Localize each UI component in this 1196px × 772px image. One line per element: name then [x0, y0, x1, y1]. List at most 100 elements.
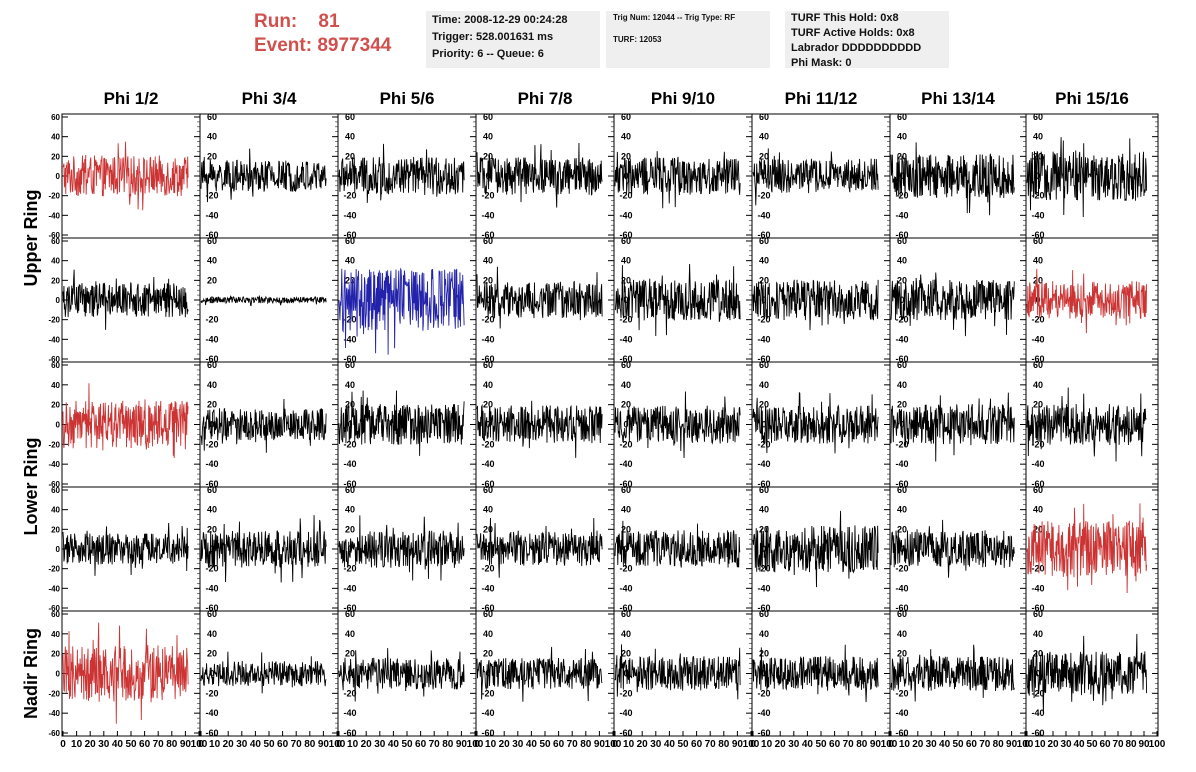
x-tick-label: 60	[277, 739, 289, 750]
waveform-trace	[752, 392, 879, 454]
y-tick-label: -60	[1031, 728, 1044, 738]
y-tick-label: -60	[619, 230, 632, 240]
y-tick-label: 0	[56, 545, 61, 554]
x-tick-label: 10	[347, 739, 359, 750]
waveform-trace	[890, 644, 1015, 702]
x-tick-label: 100	[881, 739, 898, 750]
y-tick-label: -40	[1031, 583, 1044, 593]
y-tick-label: 40	[621, 256, 631, 266]
y-tick-label: 40	[51, 630, 60, 639]
y-tick-label: 20	[897, 400, 907, 410]
y-tick-label: 40	[51, 257, 60, 266]
y-tick-label: 40	[897, 629, 907, 639]
x-tick-label: 90	[456, 739, 468, 750]
waveform-trace	[890, 392, 1015, 462]
x-tick-label: 40	[250, 739, 262, 750]
y-tick-label: -40	[481, 583, 494, 593]
column-header-phi: Phi 1/2	[104, 89, 159, 108]
y-tick-label: 60	[759, 485, 769, 495]
x-tick-label: 70	[567, 739, 579, 750]
y-tick-label: -60	[619, 728, 632, 738]
y-tick-label: 60	[621, 236, 631, 246]
y-tick-label: 40	[51, 133, 60, 142]
y-tick-label: 20	[759, 275, 769, 285]
trigger-text: Trigger: 528.001631 ms	[432, 31, 554, 43]
y-tick-label: 40	[1033, 132, 1043, 142]
x-tick-label: 10	[485, 739, 497, 750]
y-tick-label: 20	[483, 275, 493, 285]
x-tick-label: 50	[815, 739, 827, 750]
y-tick-label: -20	[619, 315, 632, 325]
y-tick-label: -40	[1031, 459, 1044, 469]
y-tick-label: 60	[483, 236, 493, 246]
run-value: 81	[318, 11, 340, 32]
y-tick-label: 20	[759, 151, 769, 161]
y-tick-label: -60	[895, 230, 908, 240]
x-tick-label: 20	[361, 739, 373, 750]
y-tick-label: 60	[483, 360, 493, 370]
waveform-trace	[752, 148, 879, 206]
y-tick-label: 20	[1033, 649, 1043, 659]
time-text: Time: 2008-12-29 00:24:28	[432, 14, 568, 26]
waveform-trace	[752, 510, 879, 588]
x-tick-label: 100	[191, 739, 208, 750]
x-tick-label: 10	[761, 739, 773, 750]
y-tick-label: 20	[759, 400, 769, 410]
x-tick-label: 90	[1006, 739, 1018, 750]
x-tick-label: 10	[71, 739, 83, 750]
x-tick-label: 20	[223, 739, 235, 750]
x-tick-label: 100	[605, 739, 622, 750]
x-tick-label: 20	[499, 739, 511, 750]
x-tick-label: 80	[166, 739, 178, 750]
y-tick-label: 40	[759, 505, 769, 515]
y-tick-label: -60	[757, 728, 770, 738]
y-tick-label: -20	[48, 440, 60, 449]
y-tick-label: -20	[205, 315, 218, 325]
y-tick-label: 60	[1033, 360, 1043, 370]
waveform-trace	[62, 383, 189, 458]
y-tick-label: -60	[895, 728, 908, 738]
y-tick-label: 60	[345, 609, 355, 619]
x-tick-label: 80	[442, 739, 454, 750]
y-tick-label: 40	[207, 629, 217, 639]
y-tick-label: -40	[619, 210, 632, 220]
y-tick-label: -60	[757, 479, 770, 489]
ring-label: Lower Ring	[21, 438, 41, 536]
y-tick-label: 20	[1033, 275, 1043, 285]
y-tick-label: -20	[481, 315, 494, 325]
event-label: Event:	[254, 35, 313, 56]
y-tick-label: 20	[345, 151, 355, 161]
y-tick-label: -60	[481, 728, 494, 738]
y-tick-label: 60	[207, 609, 217, 619]
x-tick-label: 30	[1060, 739, 1072, 750]
y-tick-label: 20	[897, 524, 907, 534]
y-tick-label: 60	[897, 236, 907, 246]
x-tick-label: 60	[553, 739, 565, 750]
x-tick-label: 40	[939, 739, 951, 750]
y-tick-label: -40	[343, 583, 356, 593]
waveform-trace	[338, 267, 465, 355]
y-tick-label: -20	[481, 191, 494, 201]
y-tick-label: -60	[481, 603, 494, 613]
waveform-trace	[62, 269, 189, 330]
x-tick-label: 10	[209, 739, 221, 750]
x-tick-label: 100	[1017, 739, 1034, 750]
y-tick-label: -60	[1031, 603, 1044, 613]
y-tick-label: 60	[51, 361, 60, 370]
y-tick-label: -40	[619, 459, 632, 469]
y-tick-label: -60	[619, 479, 632, 489]
y-tick-label: 40	[345, 505, 355, 515]
x-tick-label: 80	[580, 739, 592, 750]
y-tick-label: 60	[759, 236, 769, 246]
y-tick-label: 0	[209, 669, 214, 679]
x-tick-label: 60	[139, 739, 151, 750]
y-tick-label: -40	[757, 334, 770, 344]
x-tick-label: 0	[750, 739, 756, 750]
y-tick-label: -60	[343, 354, 356, 364]
y-tick-label: -40	[343, 334, 356, 344]
y-tick-label: 60	[759, 609, 769, 619]
x-tick-label: 50	[125, 739, 137, 750]
y-tick-label: -60	[343, 728, 356, 738]
x-tick-label: 80	[856, 739, 868, 750]
y-tick-label: 60	[621, 609, 631, 619]
